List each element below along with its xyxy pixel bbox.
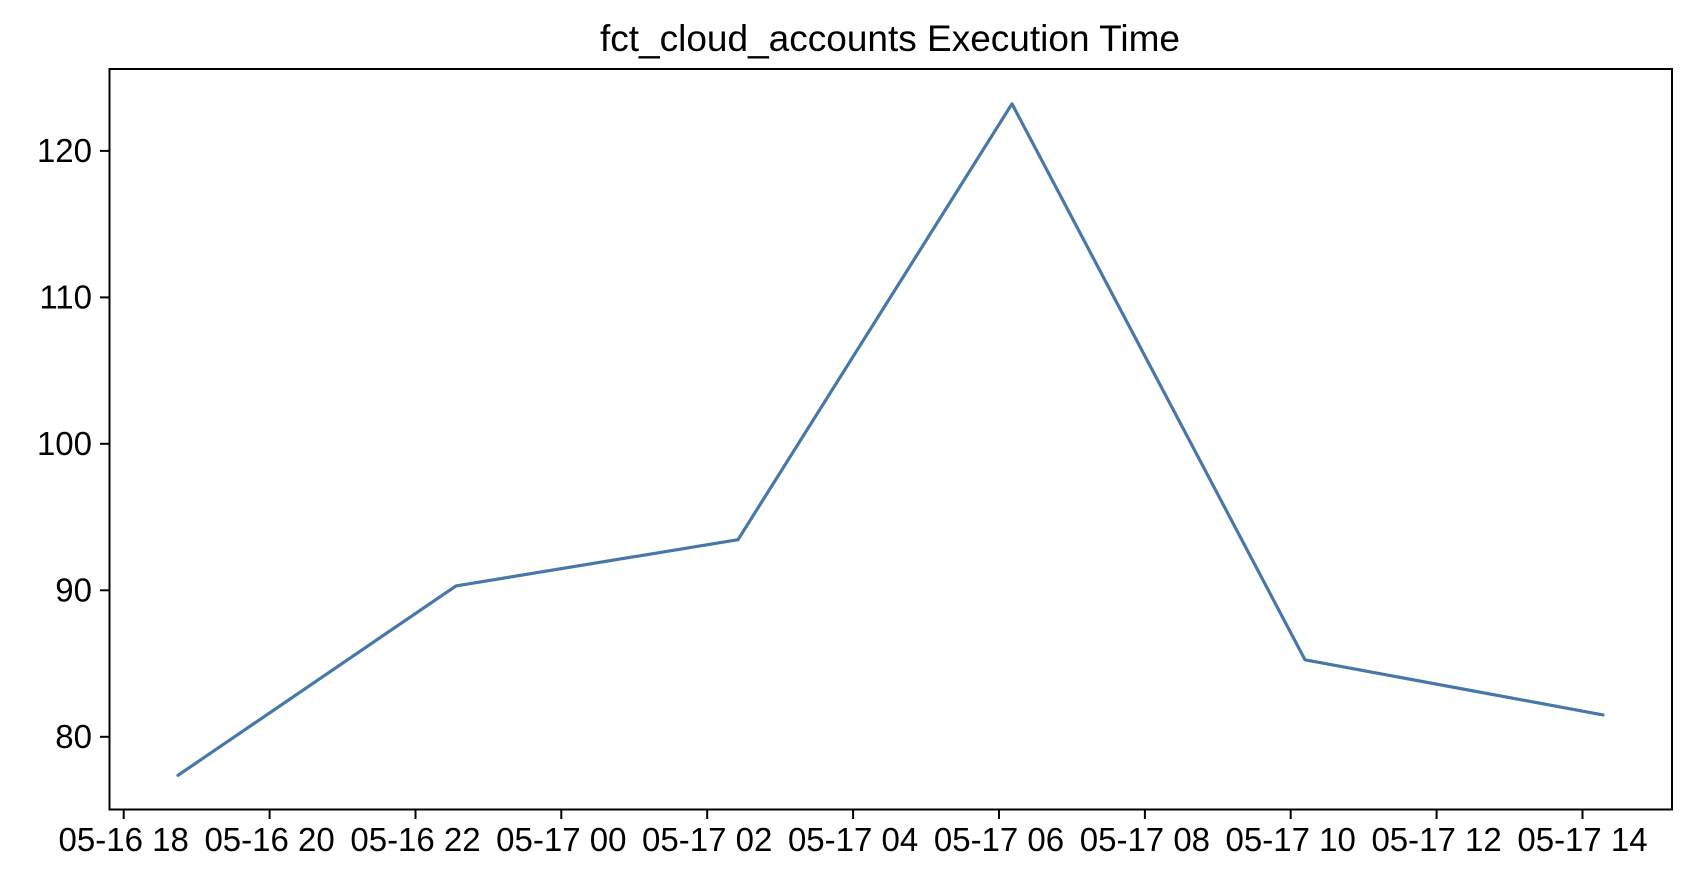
svg-text:80: 80 (55, 718, 92, 755)
svg-text:05-17 04: 05-17 04 (788, 821, 918, 858)
svg-text:05-16 22: 05-16 22 (350, 821, 480, 858)
svg-text:05-17 10: 05-17 10 (1226, 821, 1356, 858)
svg-text:90: 90 (55, 572, 92, 609)
svg-text:05-17 14: 05-17 14 (1517, 821, 1647, 858)
svg-text:05-16 20: 05-16 20 (204, 821, 334, 858)
svg-text:05-17 06: 05-17 06 (934, 821, 1064, 858)
svg-text:05-17 12: 05-17 12 (1371, 821, 1501, 858)
svg-text:100: 100 (37, 425, 92, 462)
svg-text:05-16 18: 05-16 18 (59, 821, 189, 858)
svg-text:05-17 02: 05-17 02 (642, 821, 772, 858)
svg-text:110: 110 (39, 279, 92, 316)
svg-text:fct_cloud_accounts Execution T: fct_cloud_accounts Execution Time (600, 18, 1180, 59)
svg-text:05-17 08: 05-17 08 (1080, 821, 1210, 858)
svg-text:120: 120 (37, 132, 92, 169)
svg-text:05-17 00: 05-17 00 (496, 821, 626, 858)
